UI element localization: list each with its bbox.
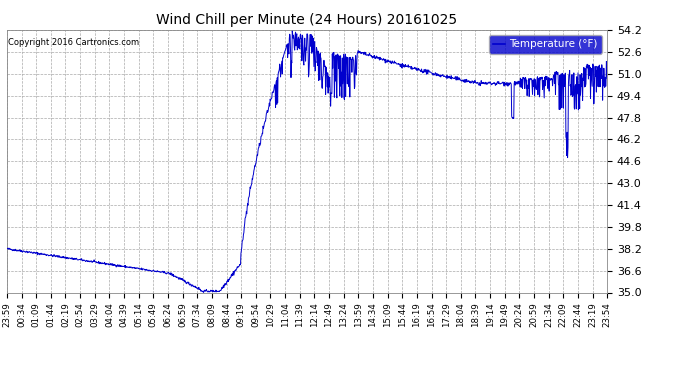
Text: Copyright 2016 Cartronics.com: Copyright 2016 Cartronics.com [8, 38, 139, 47]
Title: Wind Chill per Minute (24 Hours) 20161025: Wind Chill per Minute (24 Hours) 2016102… [157, 13, 457, 27]
Legend: Temperature (°F): Temperature (°F) [489, 35, 602, 54]
